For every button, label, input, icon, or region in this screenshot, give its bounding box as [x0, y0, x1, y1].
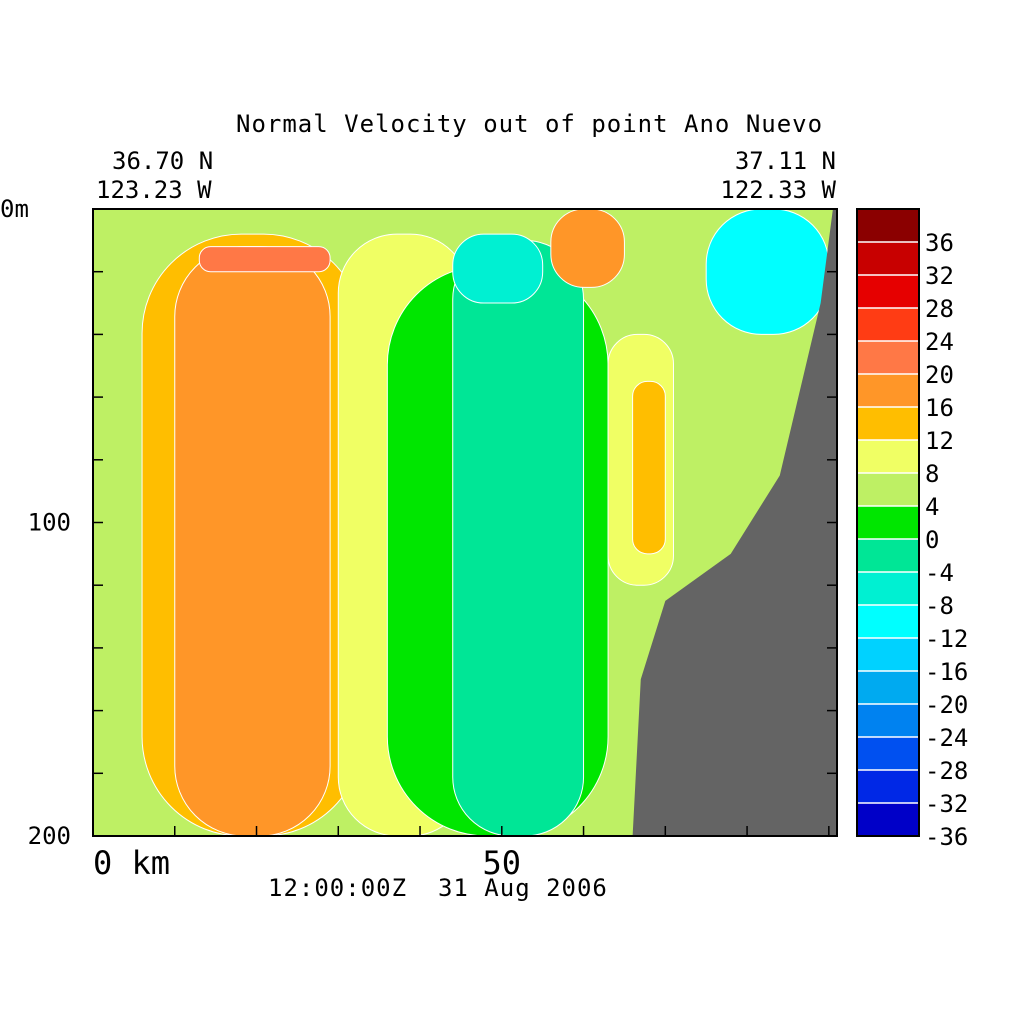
velocity-region — [705, 209, 830, 335]
right-endpoint-longitude: 122.33 W — [720, 176, 836, 204]
colorbar-swatch — [857, 704, 919, 738]
velocity-region — [452, 239, 585, 836]
sea-floor — [632, 209, 837, 836]
colorbar-label: -20 — [925, 691, 968, 719]
velocity-field — [93, 209, 837, 836]
colorbar-label: 28 — [925, 295, 954, 323]
colorbar-label: 12 — [925, 427, 954, 455]
colorbar-label: -8 — [925, 592, 954, 620]
colorbar-label: 32 — [925, 262, 954, 290]
colorbar-swatch — [857, 407, 919, 441]
colorbar-swatch — [857, 473, 919, 507]
right-endpoint-latitude: 37.11 N — [734, 147, 836, 175]
colorbar-label: -28 — [925, 757, 968, 785]
colorbar-swatch — [857, 638, 919, 672]
y-tick-label: 200 — [28, 822, 71, 850]
colorbar-label: -4 — [925, 559, 954, 587]
colorbar-swatch — [857, 506, 919, 540]
velocity-region — [550, 209, 625, 288]
colorbar-swatch — [857, 803, 919, 837]
colorbar-label: 16 — [925, 394, 954, 422]
colorbar-label: -16 — [925, 658, 968, 686]
colorbar-label: -12 — [925, 625, 968, 653]
colorbar-swatch — [857, 605, 919, 639]
colorbar-swatch — [857, 308, 919, 342]
colorbar-swatch — [857, 374, 919, 408]
colorbar-label: -36 — [925, 823, 968, 851]
colorbar-label: 36 — [925, 229, 954, 257]
velocity-region — [198, 246, 331, 273]
velocity-region — [174, 246, 331, 836]
colorbar-label: -24 — [925, 724, 968, 752]
left-endpoint-latitude: 36.70 N — [112, 147, 214, 175]
colorbar-swatch — [857, 440, 919, 474]
colorbar-label: 4 — [925, 493, 939, 521]
x-tick-label: 0 km — [93, 844, 170, 882]
colorbar-swatch — [857, 539, 919, 573]
timestamp: 12:00:00Z 31 Aug 2006 — [268, 874, 608, 902]
y-tick-label: 0m — [0, 195, 29, 223]
colorbar-swatch — [857, 209, 919, 243]
colorbar: 36 32 28 24 20 16 12 8 4 0 -4 -8 -12 -16 -20 -24 -28 -32 -… — [856, 208, 968, 851]
colorbar-swatch — [857, 275, 919, 309]
colorbar-swatch — [857, 341, 919, 375]
y-tick-label: 100 — [28, 509, 71, 537]
chart-title: Normal Velocity out of point Ano Nuevo — [236, 110, 824, 138]
colorbar-label: -32 — [925, 790, 968, 818]
colorbar-label: 8 — [925, 460, 939, 488]
colorbar-frame — [856, 208, 920, 837]
left-endpoint-longitude: 123.23 W — [96, 176, 212, 204]
colorbar-label: 20 — [925, 361, 954, 389]
colorbar-label: 0 — [925, 526, 939, 554]
velocity-region — [632, 380, 666, 555]
velocity-region — [452, 233, 544, 304]
colorbar-swatch — [857, 671, 919, 705]
colorbar-label: 24 — [925, 328, 954, 356]
x-tick-label: 50 — [483, 844, 522, 882]
colorbar-swatch — [857, 770, 919, 804]
colorbar-swatch — [857, 242, 919, 276]
colorbar-swatch — [857, 737, 919, 771]
colorbar-swatch — [857, 572, 919, 606]
axes: 0 km 50 0m 100 200 — [0, 195, 838, 882]
